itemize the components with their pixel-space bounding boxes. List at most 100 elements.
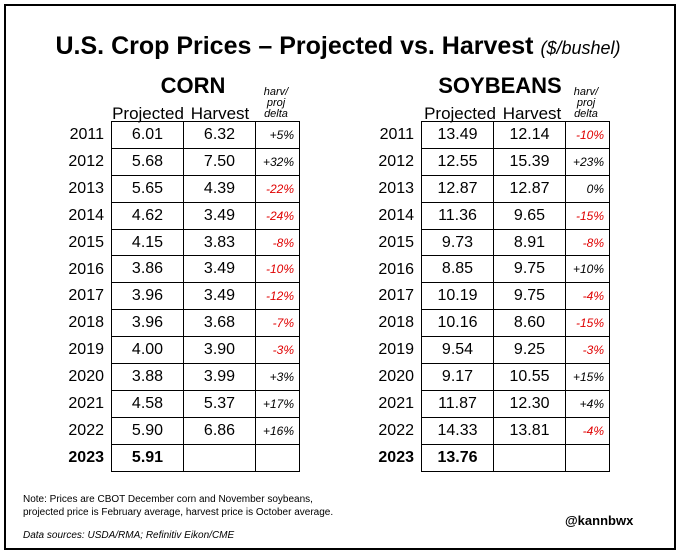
table-row: 10.16 8.60 -15%: [421, 309, 610, 338]
year-label: 2011: [69, 126, 104, 143]
harvest-cell: 3.83: [183, 228, 256, 257]
harvest-cell: 3.49: [183, 255, 256, 284]
projected-cell: 4.62: [111, 201, 184, 230]
table-row: 12.87 12.87 0%: [421, 174, 610, 203]
delta-cell: +5%: [255, 121, 300, 149]
year-label: 2022: [68, 421, 104, 439]
harvest-cell: 6.32: [183, 121, 256, 149]
year-label: 2016: [68, 260, 104, 278]
data-sources: Data sources: USDA/RMA; Refinitiv Eikon/…: [23, 530, 235, 541]
delta-cell: +23%: [565, 147, 610, 176]
harvest-cell: 10.55: [493, 363, 566, 391]
table-row: 4.15 3.83 -8%: [111, 228, 300, 257]
projected-cell: 12.55: [421, 147, 494, 176]
table-row: 3.96 3.68 -7%: [111, 309, 300, 338]
year-label: 2021: [378, 395, 414, 412]
soybeans-table: 13.49 12.14 -10% 12.55 15.39 +23% 12.87 12.87 0%…: [421, 121, 610, 472]
harvest-cell: 13.81: [493, 416, 566, 445]
projected-cell: 3.96: [111, 282, 184, 311]
year-label: 2013: [68, 179, 104, 197]
year-label: 2012: [378, 152, 414, 170]
table-row: 5.68 7.50 +32%: [111, 147, 300, 176]
projected-cell: 11.87: [421, 389, 494, 418]
year-label: 2015: [378, 233, 414, 251]
harvest-cell: 3.49: [183, 282, 256, 311]
projected-cell: 13.49: [421, 121, 494, 149]
delta-cell: -10%: [255, 255, 300, 284]
table-row: 3.86 3.49 -10%: [111, 255, 300, 284]
projected-cell: 3.96: [111, 309, 184, 338]
projected-cell: 5.90: [111, 416, 184, 445]
delta-cell: -15%: [565, 201, 610, 230]
harvest-cell: 9.75: [493, 282, 566, 311]
delta-header-line: proj: [266, 97, 286, 109]
corn-table: 6.01 6.32 +5% 5.68 7.50 +32% 5.65 4.39 -22% 4.62 3…: [111, 121, 300, 472]
projected-cell: 5.68: [111, 147, 184, 176]
projected-cell: 4.00: [111, 336, 184, 365]
table-row: 5.90 6.86 +16%: [111, 416, 300, 445]
projected-cell: 11.36: [421, 201, 494, 230]
harvest-cell: 3.90: [183, 336, 256, 365]
harvest-cell: [493, 443, 566, 472]
table-row: 4.00 3.90 -3%: [111, 336, 300, 365]
delta-cell: +15%: [565, 363, 610, 391]
title-text: U.S. Crop Prices – Projected vs. Harvest: [55, 32, 534, 60]
delta-cell: [255, 443, 300, 472]
soybeans-harvest-header: Harvest: [502, 104, 562, 123]
year-label: 2014: [378, 206, 414, 224]
delta-cell: +17%: [255, 389, 300, 418]
year-label: 2014: [68, 206, 104, 224]
delta-cell: +32%: [255, 147, 300, 176]
delta-cell: 0%: [565, 174, 610, 203]
projected-cell: 9.54: [421, 336, 494, 365]
delta-cell: +16%: [255, 416, 300, 445]
harvest-cell: 12.87: [493, 174, 566, 203]
year-label: 2021: [68, 395, 104, 412]
delta-cell: -10%: [565, 121, 610, 149]
harvest-cell: 9.65: [493, 201, 566, 230]
projected-cell: 3.86: [111, 255, 184, 284]
table-row: 11.36 9.65 -15%: [421, 201, 610, 230]
table-row: 11.87 12.30 +4%: [421, 389, 610, 418]
projected-cell: 9.17: [421, 363, 494, 391]
table-row: 10.19 9.75 -4%: [421, 282, 610, 311]
projected-cell: 5.91: [111, 443, 184, 472]
harvest-cell: 3.99: [183, 363, 256, 391]
corn-harvest-header: Harvest: [190, 104, 250, 123]
projected-cell: 10.19: [421, 282, 494, 311]
year-label: 2016: [378, 260, 414, 278]
table-row: 12.55 15.39 +23%: [421, 147, 610, 176]
year-label: 2015: [68, 233, 104, 251]
table-row: 5.91: [111, 443, 300, 472]
year-label: 2023: [68, 448, 104, 466]
soybeans-title: SOYBEANS: [438, 73, 562, 98]
harvest-cell: 3.68: [183, 309, 256, 338]
year-label: 2018: [68, 314, 104, 332]
table-row: 3.88 3.99 +3%: [111, 363, 300, 391]
harvest-cell: 6.86: [183, 416, 256, 445]
table-row: 9.54 9.25 -3%: [421, 336, 610, 365]
delta-cell: -8%: [255, 228, 300, 257]
harvest-cell: 12.14: [493, 121, 566, 149]
projected-cell: 14.33: [421, 416, 494, 445]
soybeans-projected-header: Projected: [424, 104, 496, 123]
year-label: 2013: [378, 179, 414, 197]
harvest-cell: 15.39: [493, 147, 566, 176]
chart-title: U.S. Crop Prices – Projected vs. Harvest…: [0, 32, 676, 61]
table-row: 8.85 9.75 +10%: [421, 255, 610, 284]
year-label: 2019: [378, 341, 414, 359]
year-label: 2018: [378, 314, 414, 332]
harvest-cell: 8.91: [493, 228, 566, 257]
projected-cell: 5.65: [111, 174, 184, 203]
delta-cell: -4%: [565, 282, 610, 311]
year-label: 2020: [378, 368, 414, 386]
harvest-cell: 5.37: [183, 389, 256, 418]
author-handle: @kannbwx: [565, 513, 634, 528]
harvest-cell: 12.30: [493, 389, 566, 418]
corn-delta-header: harv/ proj delta: [254, 87, 298, 120]
corn-projected-header: Projected: [112, 104, 184, 123]
note-line: Note: Prices are CBOT December corn and …: [23, 494, 313, 505]
delta-cell: +10%: [565, 255, 610, 284]
harvest-cell: 9.25: [493, 336, 566, 365]
projected-cell: 3.88: [111, 363, 184, 391]
